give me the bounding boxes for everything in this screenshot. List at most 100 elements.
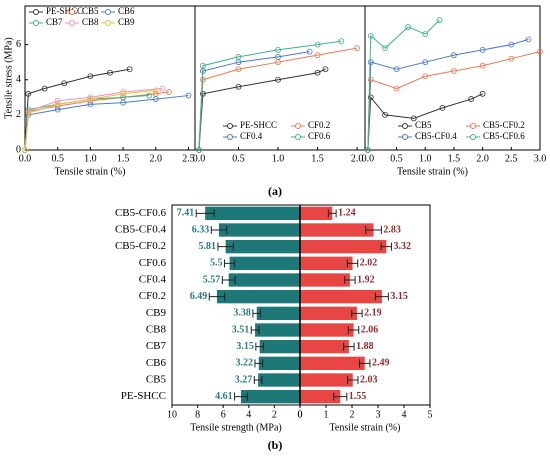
legend-label: CB7 (46, 17, 63, 27)
value-label: 1.55 (349, 391, 367, 402)
marker (422, 31, 429, 37)
error-bar (333, 392, 348, 401)
value-label: 6.49 (190, 291, 208, 302)
marker (120, 90, 126, 97)
x-tick-label: 0.0 (19, 153, 32, 164)
marker (159, 85, 166, 92)
category-label: CB6 (146, 357, 167, 369)
bar (258, 356, 300, 370)
bar (300, 390, 341, 404)
marker (87, 73, 94, 80)
error-bar (327, 209, 337, 218)
value-label: 5.81 (198, 241, 216, 252)
value-label: 4.61 (215, 391, 233, 402)
x-tick-label: 2.0 (476, 153, 489, 164)
marker (410, 115, 417, 122)
x-tick-label: 1.0 (419, 153, 432, 164)
marker (25, 110, 32, 117)
marker (422, 59, 429, 66)
legend-swatch (105, 20, 111, 26)
marker (185, 92, 192, 99)
bar (256, 306, 300, 320)
value-label: 2.02 (360, 258, 378, 269)
error-bar (221, 276, 236, 284)
marker (314, 69, 321, 76)
marker (61, 80, 68, 87)
marker (508, 55, 515, 62)
bar (229, 256, 300, 270)
x-axis-label: Tensile strain (%) (397, 166, 468, 177)
error-bar (374, 292, 389, 301)
value-label: 2.83 (383, 224, 401, 235)
legend-label: CB8 (82, 17, 99, 27)
x-tick-label: 0.0 (362, 153, 375, 164)
x-tick-label: 1.5 (448, 153, 461, 164)
legend-swatch (33, 20, 39, 26)
error-bar (208, 292, 226, 301)
curve (367, 19, 440, 151)
x-tick-label: 0.5 (390, 153, 403, 164)
error-bar (359, 359, 371, 368)
plot-frame (24, 5, 196, 151)
x-tick-label: 4 (402, 409, 407, 420)
marker (275, 54, 281, 60)
value-label: 3.15 (390, 291, 408, 302)
legend-swatch (295, 134, 301, 140)
category-label: CB5 (146, 374, 167, 386)
x-tick-label: 4 (246, 409, 251, 420)
marker (22, 147, 28, 153)
marker (382, 111, 388, 118)
marker (479, 47, 486, 53)
category-label: CB5-CF0.2 (115, 240, 166, 252)
legend-swatch (227, 123, 233, 129)
marker (152, 87, 159, 94)
y-tick-label: 6 (16, 39, 21, 50)
bar (300, 373, 353, 387)
x-tick-label: 1.5 (117, 153, 130, 164)
bar (300, 306, 357, 320)
x-tick-label: 0.5 (51, 153, 64, 164)
marker (87, 96, 94, 102)
x-tick-label: 6 (221, 409, 226, 420)
error-bar (234, 392, 248, 401)
marker (165, 89, 172, 95)
marker (235, 66, 242, 73)
value-label: 1.92 (357, 274, 375, 285)
value-label: 2.03 (360, 374, 378, 385)
bar (300, 340, 349, 354)
value-label: 3.22 (235, 358, 253, 369)
x-axis-label: Tensile strain (%) (55, 166, 126, 177)
legend-label: CB5 (82, 6, 99, 16)
bar (300, 256, 353, 270)
bar (228, 273, 300, 287)
legend-label: CF0.4 (240, 131, 263, 141)
bar (225, 240, 300, 254)
error-bar (380, 242, 393, 251)
category-label: CB5-CF0.4 (115, 224, 167, 236)
marker (146, 92, 153, 99)
x-tick-label: 0 (298, 409, 303, 420)
x-axis-label: Tensile strength (MPa) (190, 422, 282, 433)
marker (537, 48, 543, 55)
category-label: PE-SHCC (121, 390, 166, 402)
marker (479, 90, 486, 97)
category-label: CB5-CF0.6 (115, 207, 167, 219)
y-axis-label: Tensile stress (MPa) (3, 37, 14, 119)
legend-swatch (402, 123, 408, 129)
x-tick-label: 2.5 (505, 153, 518, 164)
value-label: 3.51 (232, 324, 250, 335)
marker (196, 147, 202, 153)
plot-frame (171, 204, 431, 406)
category-label: CF0.2 (139, 290, 166, 302)
marker (314, 52, 321, 59)
curve (367, 38, 529, 151)
curve (24, 95, 150, 151)
curve (24, 91, 169, 151)
marker (508, 41, 515, 48)
marker (314, 41, 321, 48)
category-label: CF0.6 (139, 257, 167, 269)
marker (200, 62, 206, 69)
category-label: CB8 (146, 324, 167, 336)
value-label: 7.41 (177, 208, 195, 219)
